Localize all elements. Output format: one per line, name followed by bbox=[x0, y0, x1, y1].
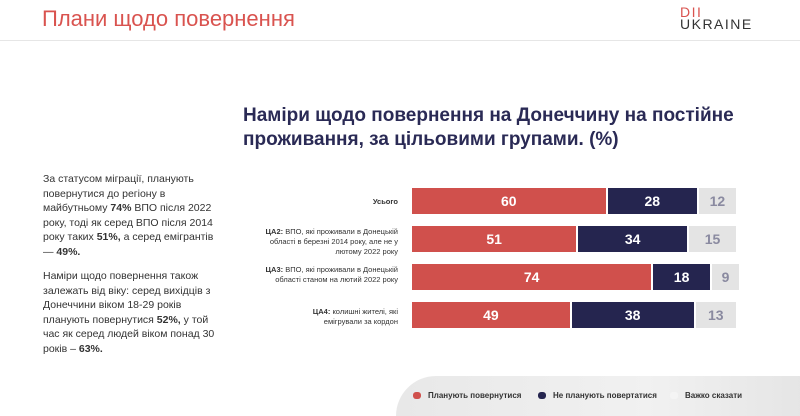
category-label: ЦА4: колишні жителі, які емігрували за к… bbox=[312, 307, 398, 326]
category-label: ЦА3: ВПО, які проживали в Донецькій обла… bbox=[265, 265, 398, 284]
legend-item: Важко сказати bbox=[670, 391, 742, 400]
divider bbox=[0, 40, 800, 41]
highlight-value: 74% bbox=[110, 202, 132, 214]
summary-paragraph-1: За статусом міграції, планують повернути… bbox=[43, 172, 218, 259]
highlight-value: 51%, bbox=[96, 231, 121, 243]
highlight-value: 49%. bbox=[56, 245, 81, 258]
summary-paragraph-2: Наміри щодо повернення також залежать ві… bbox=[43, 269, 218, 356]
legend-item: Не планують повертатися bbox=[538, 391, 657, 400]
highlight-value: 63%. bbox=[78, 342, 103, 355]
text-run: За статусом міграції, планують повернути… bbox=[43, 173, 194, 214]
bar-hard-to-say: 9 bbox=[711, 264, 740, 290]
logo-top: DII bbox=[680, 4, 703, 20]
bar-hard-to-say: 12 bbox=[698, 188, 736, 214]
legend-item: Планують повернутися bbox=[413, 391, 521, 400]
chart-title: Наміри щодо повернення на Донеччину на п… bbox=[243, 105, 734, 150]
bar-not-return: 18 bbox=[653, 264, 710, 290]
legend-swatch bbox=[538, 392, 546, 399]
bar-not-return: 34 bbox=[578, 226, 688, 252]
text-run: Наміри щодо повернення також залежать ві… bbox=[43, 270, 211, 326]
bar-not-return: 28 bbox=[607, 188, 697, 214]
category-label: Усього bbox=[372, 197, 398, 206]
bar-plan-return: 60 bbox=[412, 188, 606, 214]
legend-label: Важко сказати bbox=[685, 391, 743, 400]
page-title: Плани щодо повернення bbox=[42, 6, 295, 31]
summary-text: За статусом міграції, планують повернути… bbox=[43, 172, 218, 366]
bar-hard-to-say: 15 bbox=[689, 226, 736, 252]
legend-swatch bbox=[670, 392, 678, 399]
logo-bottom: UKRAINE bbox=[680, 16, 753, 32]
text-run: у той час як серед людей віком понад 30 … bbox=[43, 313, 215, 355]
category-label: ЦА2: ВПО, які проживали в Донецькій обла… bbox=[265, 227, 398, 256]
highlight-value: 52%, bbox=[156, 313, 181, 326]
bar-plan-return: 74 bbox=[412, 264, 652, 290]
legend-swatch bbox=[413, 392, 421, 399]
legend-label: Не планують повертатися bbox=[553, 391, 657, 400]
bar-plan-return: 49 bbox=[412, 302, 570, 328]
bar-not-return: 38 bbox=[571, 302, 694, 328]
text-run: а серед емігрантів — bbox=[43, 231, 214, 258]
text-run: ВПО після 2022 року, тоді як серед ВПО п… bbox=[43, 202, 213, 243]
bar-hard-to-say: 13 bbox=[695, 302, 736, 328]
logo: DII UKRAINE bbox=[680, 4, 753, 32]
legend-label: Планують повернутися bbox=[428, 391, 522, 400]
bar-plan-return: 51 bbox=[412, 226, 577, 252]
